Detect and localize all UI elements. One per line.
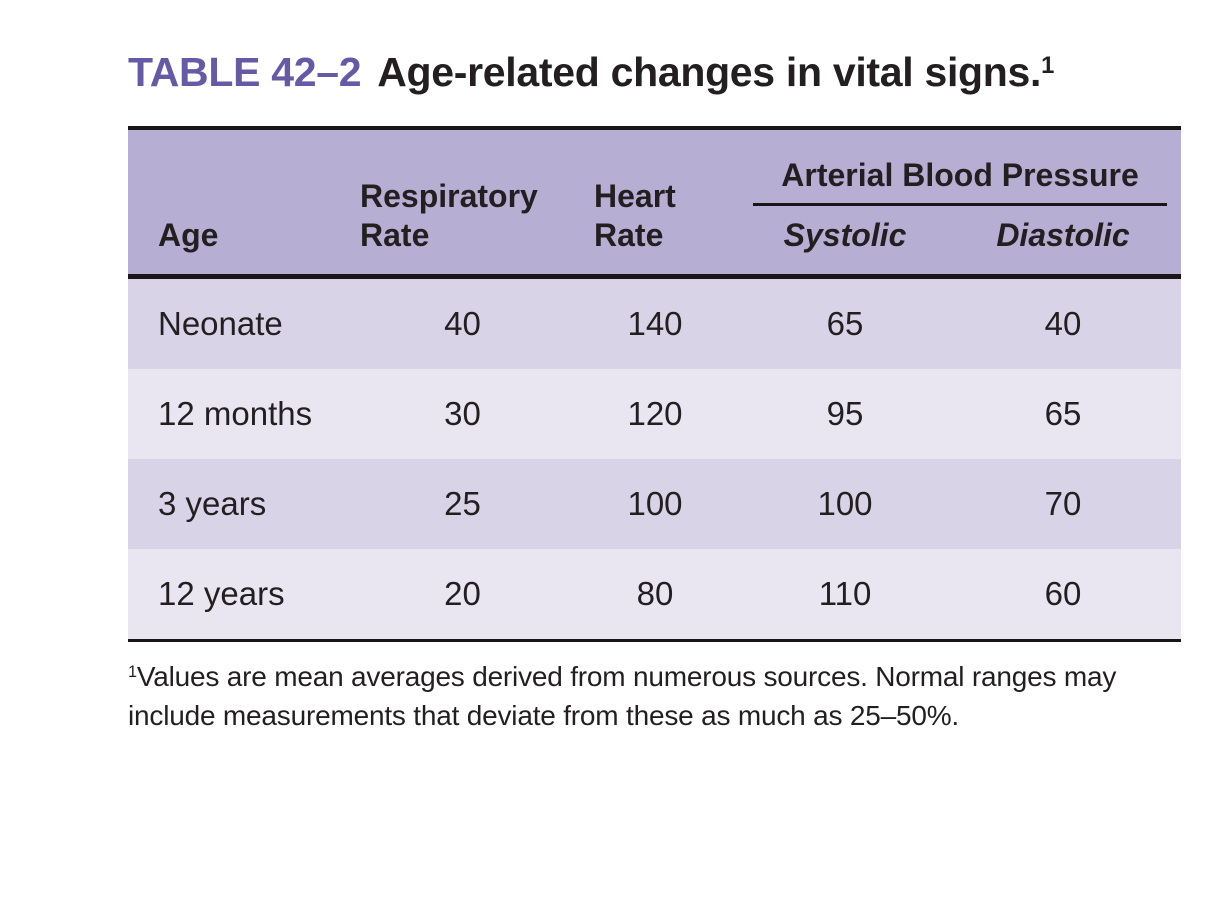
column-header-systolic: Systolic xyxy=(745,205,945,277)
column-header-age: Age xyxy=(128,128,360,277)
table-row-12-months: 12 months 30 120 95 65 xyxy=(128,369,1182,460)
cell-heart-rate: 120 xyxy=(627,395,683,433)
title-text: Age-related changes in vital signs. xyxy=(377,49,1042,95)
footnote-text: Values are mean averages derived from nu… xyxy=(128,661,1117,731)
page: TABLE 42–2 Age-related changes in vital s… xyxy=(128,48,1182,735)
cell-diastolic: 60 xyxy=(1044,575,1082,613)
column-header-respiratory-rate-label: Respiratory Rate xyxy=(360,178,538,253)
cell-systolic: 65 xyxy=(826,305,864,343)
table-label: TABLE 42–2 xyxy=(128,49,362,95)
cell-diastolic: 65 xyxy=(1044,395,1082,433)
cell-systolic: 95 xyxy=(826,395,864,433)
table-row-3-years: 3 years 25 100 100 70 xyxy=(128,459,1182,550)
cell-respiratory-rate: 20 xyxy=(444,575,481,613)
table-row-12-years: 12 years 20 80 110 60 xyxy=(128,549,1182,641)
cell-heart-rate: 80 xyxy=(636,575,674,613)
cell-age: 12 years xyxy=(158,575,285,613)
table-body: Neonate 40 140 65 40 12 months 30 120 95… xyxy=(128,276,1182,641)
title-superscript: 1 xyxy=(1041,51,1055,79)
cell-heart-rate: 140 xyxy=(627,305,683,343)
page-title: TABLE 42–2 Age-related changes in vital s… xyxy=(128,48,1128,96)
cell-heart-rate: 100 xyxy=(627,485,683,523)
column-header-diastolic: Diastolic xyxy=(945,205,1182,277)
column-header-heart-rate-label: Heart Rate xyxy=(594,178,676,253)
cell-respiratory-rate: 40 xyxy=(444,305,481,343)
cell-age: Neonate xyxy=(158,305,283,343)
cell-systolic: 110 xyxy=(818,575,872,613)
table-row-neonate: Neonate 40 140 65 40 xyxy=(128,276,1182,370)
cell-systolic: 100 xyxy=(817,485,873,523)
footnote-superscript: 1 xyxy=(128,663,137,682)
cell-diastolic: 40 xyxy=(1044,305,1082,343)
column-header-heart-rate: Heart Rate xyxy=(565,128,745,277)
group-header-arterial-blood-pressure: Arterial Blood Pressure xyxy=(745,128,1182,206)
cell-respiratory-rate: 30 xyxy=(444,395,481,433)
cell-age: 12 months xyxy=(158,395,313,433)
group-header-arterial-blood-pressure-label: Arterial Blood Pressure xyxy=(753,156,1168,206)
footnote: 1Values are mean averages derived from n… xyxy=(128,658,1133,735)
vital-signs-table: Age Respiratory Rate Heart Rate Arterial… xyxy=(128,126,1182,643)
table-header: Age Respiratory Rate Heart Rate Arterial… xyxy=(128,128,1182,277)
cell-age: 3 years xyxy=(158,485,267,523)
cell-respiratory-rate: 25 xyxy=(444,485,481,523)
cell-diastolic: 70 xyxy=(1044,485,1082,523)
column-header-respiratory-rate: Respiratory Rate xyxy=(360,128,565,277)
